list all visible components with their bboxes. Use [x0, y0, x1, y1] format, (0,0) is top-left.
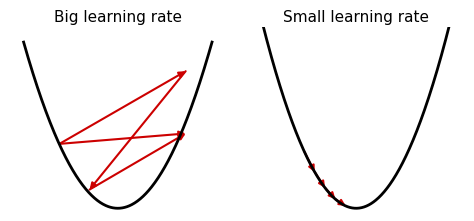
Title: Small learning rate: Small learning rate [283, 10, 429, 25]
FancyArrowPatch shape [59, 131, 183, 144]
Title: Big learning rate: Big learning rate [54, 10, 182, 25]
FancyArrowPatch shape [325, 188, 334, 198]
FancyArrowPatch shape [59, 72, 183, 144]
FancyArrowPatch shape [315, 172, 324, 186]
FancyArrowPatch shape [90, 135, 183, 190]
FancyArrowPatch shape [336, 199, 344, 205]
FancyArrowPatch shape [91, 71, 186, 188]
FancyArrowPatch shape [304, 152, 314, 170]
